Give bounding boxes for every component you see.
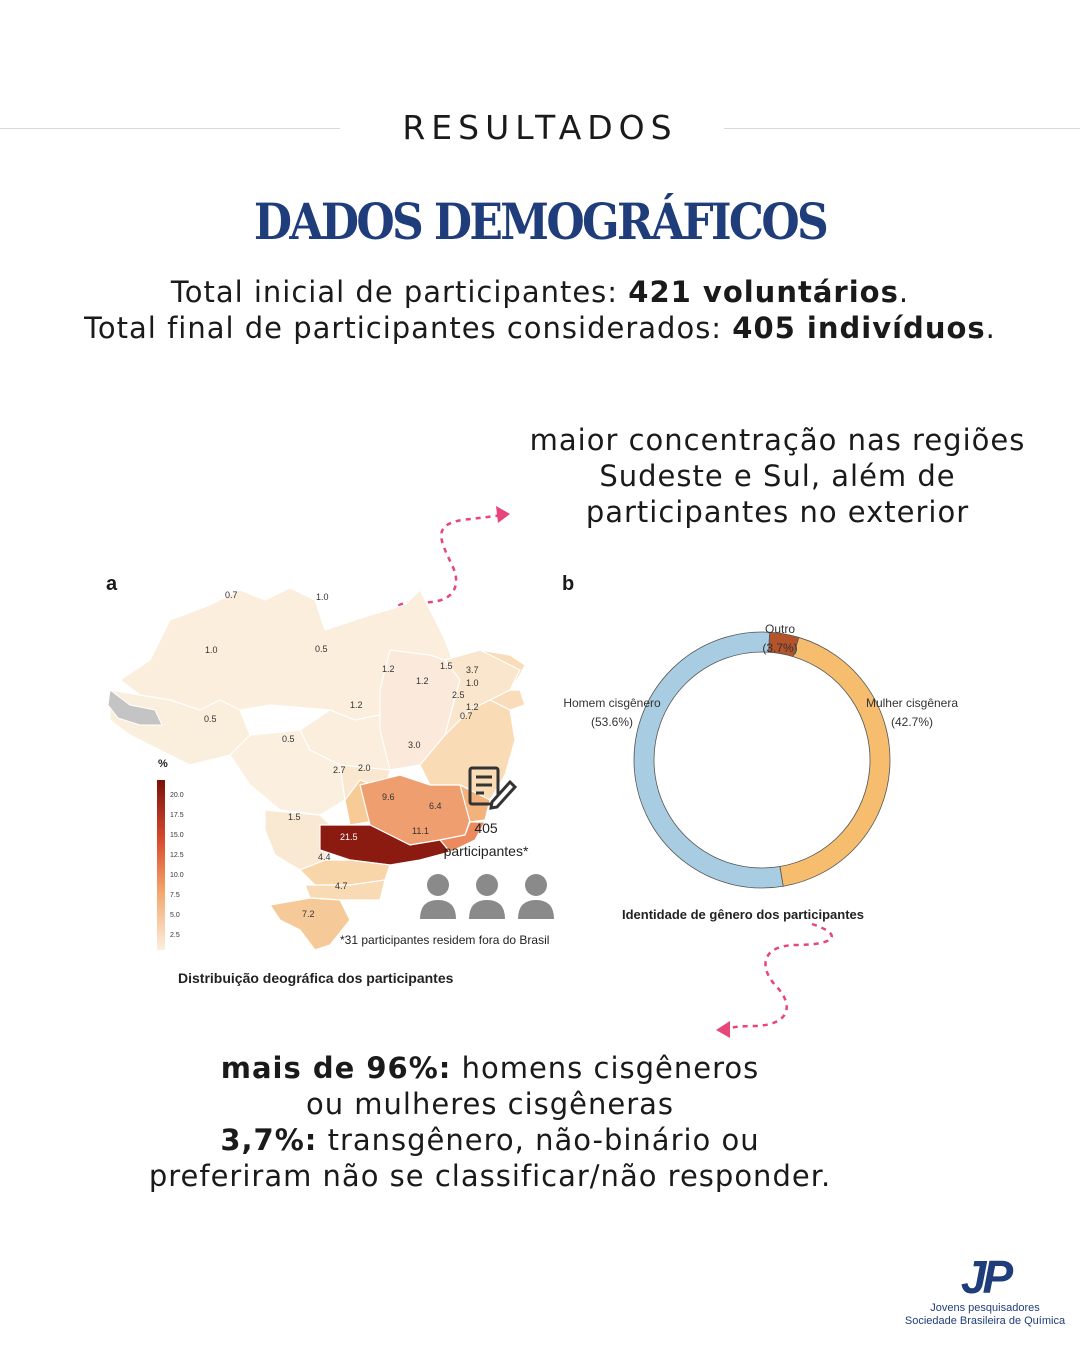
map-label: 0.5 [315,644,328,654]
map-region-rs [268,897,351,951]
legend-tick: 10.0 [170,872,184,879]
note-bottom-line1-bold: mais de 96%: [220,1051,452,1085]
map-label: 6.4 [429,801,442,811]
donut-label-outro-name: Outro [765,622,795,636]
header-rule-right [724,128,1080,129]
donut-label-homem-name: Homem cisgênero [563,696,661,710]
map-label: 4.4 [318,852,331,862]
map-region-ne-coast [479,649,526,711]
legend-tick: 17.5 [170,812,184,819]
people-icon [420,874,554,919]
donut-label-homem-value: (53.6%) [591,715,633,729]
document-icon [468,766,518,810]
totals-final: Total final de participantes considerado… [84,311,996,345]
arrow-bottom-head [716,1021,730,1038]
map-label: 1.2 [350,700,363,710]
legend-tick: 2.5 [170,932,180,939]
brazil-map: 0.7 1.0 1.0 0.5 0.5 0.5 1.2 1.2 1.5 3.7 … [107,587,554,951]
map-label: 1.5 [440,661,453,671]
arrow-top-head [496,506,510,523]
donut-slices [633,631,891,889]
map-label: 4.7 [335,881,348,891]
map-label: 0.5 [282,734,295,744]
logo-line1: Jovens pesquisadores [930,1302,1040,1314]
donut-label-mulher-name: Mulher cisgênera [866,696,958,710]
totals-initial-label: Total inicial de participantes: [170,275,629,309]
legend-colorbar [157,780,165,950]
jp-logo: JP Jovens pesquisadores Sociedade Brasil… [900,1252,1070,1328]
note-bottom-line3-bold: 3,7%: [220,1123,318,1157]
map-label: 2.7 [333,765,346,775]
map-labels: 0.7 1.0 1.0 0.5 0.5 0.5 1.2 1.2 1.5 3.7 … [204,590,479,919]
header-rule-left [0,128,340,129]
donut-caption: Identidade de gênero dos participantes [622,907,864,922]
totals-initial-value: 421 voluntários [628,275,899,309]
donut-panel-letter: b [562,573,575,595]
note-bottom-line3-rest: transgênero, não-binário ou [317,1123,760,1157]
note-top: maior concentração nas regiões Sudeste e… [529,423,1026,529]
map-region-mt [229,729,346,816]
map-label: 1.0 [316,592,329,602]
map-label: 0.5 [204,714,217,724]
page-title: DADOS DEMOGRÁFICOS [253,192,829,251]
map-label: 7.2 [302,909,315,919]
legend-tick: 7.5 [170,892,180,899]
legend-tick: 20.0 [170,792,184,799]
legend-ticks: 20.0 17.5 15.0 12.5 10.0 7.5 5.0 2.5 [170,792,184,939]
logo-line2: Sociedade Brasileira de Química [904,1315,1066,1327]
note-bottom: mais de 96%: homens cisgêneros ou mulher… [60,1050,920,1194]
map-label: 21.5 [340,832,358,842]
map-caption: Distribuição deográfica dos participante… [178,970,454,986]
map-label: 1.5 [288,812,301,822]
map-label: 1.2 [416,676,429,686]
map-label: 2.5 [452,690,465,700]
donut-slice-homem [633,631,784,889]
map-label: 11.1 [412,826,429,836]
map-label: 1.0 [466,678,479,688]
note-bottom-line2: ou mulheres cisgêneras [305,1087,675,1121]
map-label: 1.2 [466,702,479,712]
map-label: 3.7 [466,665,479,675]
legend-title: % [158,758,168,770]
map-region-abroad [107,689,163,726]
note-bottom-line1: mais de 96%: homens cisgêneros [60,1050,920,1086]
donut-label-outro-value: (3.7%) [762,641,797,655]
logo-mark: JP [960,1251,1013,1303]
map-label: 0.7 [225,590,238,600]
participants-count: 405 [474,820,498,836]
map-region-sp [319,824,452,866]
donut-label-mulher-value: (42.7%) [891,715,933,729]
totals-block: Total inicial de participantes: 421 volu… [0,274,1080,346]
map-label: 9.6 [382,792,395,802]
donut-labels: Outro (3.7%) Mulher cisgênera (42.7%) Ho… [563,622,958,729]
totals-final-label: Total final de participantes considerado… [84,311,733,345]
map-label: 1.2 [382,664,395,674]
note-bottom-line1-rest: homens cisgêneros [451,1051,760,1085]
gender-donut-chart: Outro (3.7%) Mulher cisgênera (42.7%) Ho… [563,622,958,889]
donut-slice-mulher [779,636,891,887]
legend-tick: 5.0 [170,912,180,919]
totals-final-value: 405 indivíduos [732,311,986,345]
section-label: RESULTADOS [402,108,678,147]
totals-initial: Total inicial de participantes: 421 volu… [170,275,910,309]
map-label: 3.0 [408,740,421,750]
map-label: 1.0 [205,645,218,655]
map-label: 2.0 [358,763,371,773]
legend-tick: 15.0 [170,832,184,839]
abroad-note: *31 participantes residem fora do Brasil [340,933,549,947]
arrow-bottom [727,922,834,1030]
map-panel-letter: a [106,573,118,595]
legend-tick: 12.5 [170,852,184,859]
note-bottom-line3: 3,7%: transgênero, não-binário ou [60,1122,920,1158]
note-bottom-line4: preferiram não se classificar/não respon… [148,1159,832,1193]
map-label: 0.7 [460,711,473,721]
participants-label: participantes* [444,843,529,859]
